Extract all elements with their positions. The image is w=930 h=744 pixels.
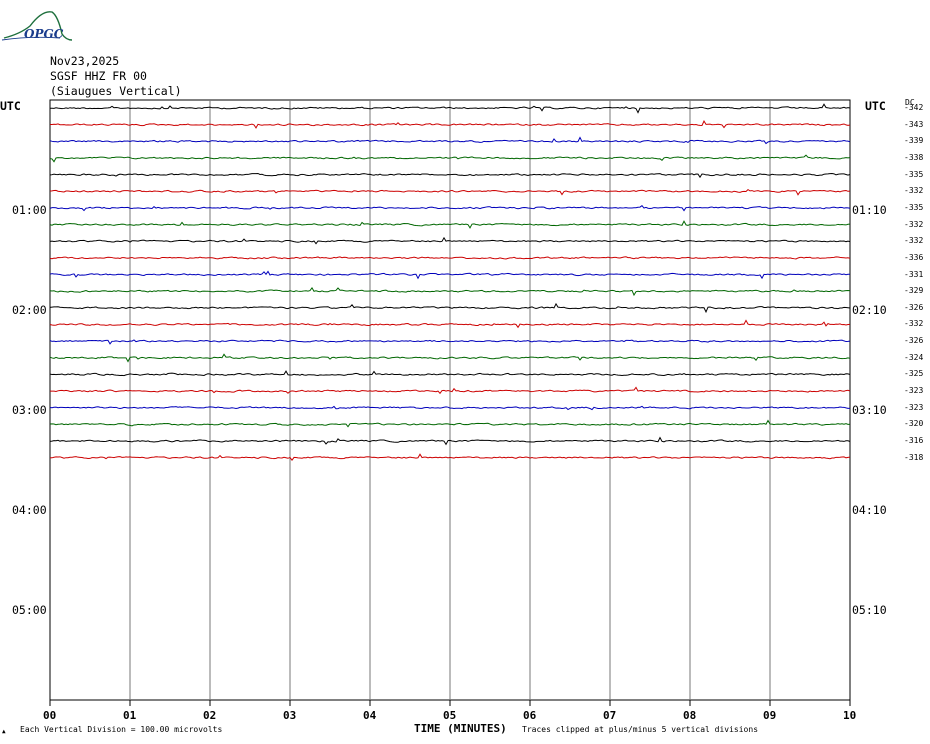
right-time-label: 02:10 xyxy=(852,303,887,317)
clip-note: Traces clipped at plus/minus 5 vertical … xyxy=(522,725,759,734)
footer-marker: ▲ xyxy=(2,728,6,735)
x-tick-label: 01 xyxy=(123,709,137,722)
left-time-label: 01:00 xyxy=(12,203,47,217)
x-axis-title: TIME (MINUTES) xyxy=(414,722,507,735)
dc-offset-value: -326 xyxy=(904,336,924,346)
right-time-label: 04:10 xyxy=(852,503,887,517)
dc-offset-value: -342 xyxy=(904,103,924,112)
x-tick-label: 00 xyxy=(43,709,57,722)
seismic-trace xyxy=(49,353,851,363)
logo-text: OPGC xyxy=(24,27,64,41)
seismic-trace xyxy=(49,119,851,129)
seismic-trace xyxy=(49,154,851,163)
x-tick-label: 07 xyxy=(603,709,617,722)
seismic-trace xyxy=(49,386,851,395)
seismic-trace xyxy=(49,436,851,446)
seismic-trace xyxy=(49,270,851,280)
x-tick-label: 04 xyxy=(363,709,377,722)
seismic-trace xyxy=(49,103,851,114)
x-tick-label: 08 xyxy=(683,709,697,722)
dc-offset-value: -332 xyxy=(904,319,924,329)
x-tick-label: 09 xyxy=(763,709,777,722)
seismic-trace xyxy=(49,220,851,229)
dc-offset-value: -318 xyxy=(904,452,924,462)
station-code: SGSF HHZ FR 00 xyxy=(50,69,147,83)
seismic-trace xyxy=(49,370,851,377)
dc-offset-value: -326 xyxy=(904,302,924,312)
seismic-trace xyxy=(49,236,851,245)
dc-label: DC xyxy=(905,98,915,107)
x-tick-label: 03 xyxy=(283,709,297,722)
dc-offset-value: -329 xyxy=(904,286,924,296)
dc-offset-value: -323 xyxy=(904,402,924,412)
recording-date: Nov23,2025 xyxy=(50,54,120,68)
seismic-trace xyxy=(49,189,851,196)
seismic-trace xyxy=(49,136,851,145)
dc-offset-value: -335 xyxy=(904,202,924,212)
station-site: (Siaugues Vertical) xyxy=(50,84,182,98)
seismic-trace xyxy=(49,302,851,314)
dc-offset-value: -339 xyxy=(904,136,924,146)
seismic-trace xyxy=(49,419,851,428)
seismic-trace xyxy=(49,205,851,212)
x-tick-label: 10 xyxy=(843,709,857,722)
dc-offset-value: -336 xyxy=(904,252,924,262)
dc-offset-value: -316 xyxy=(904,436,924,445)
dc-offset-value: -332 xyxy=(904,186,924,196)
left-time-label: 03:00 xyxy=(12,403,47,417)
x-tick-label: 05 xyxy=(443,709,457,722)
left-time-label: 04:00 xyxy=(12,503,47,517)
dc-offset-value: -320 xyxy=(904,419,924,429)
seismic-trace xyxy=(49,453,851,461)
left-time-label: 02:00 xyxy=(12,303,47,317)
division-note: Each Vertical Division = 100.00 microvol… xyxy=(20,725,223,734)
seismic-trace xyxy=(49,405,851,411)
dc-offset-value: -331 xyxy=(904,269,924,279)
dc-offset-value: -343 xyxy=(904,119,924,129)
utc-label-left: UTC xyxy=(0,99,21,113)
x-tick-label: 02 xyxy=(203,709,217,722)
utc-label-right: UTC xyxy=(865,99,886,113)
right-time-label: 03:10 xyxy=(852,403,887,417)
dc-offset-value: -324 xyxy=(904,352,924,362)
left-time-label: 05:00 xyxy=(12,603,47,617)
seismic-trace xyxy=(49,256,851,260)
seismic-trace xyxy=(49,172,851,179)
x-tick-label: 06 xyxy=(523,709,537,722)
dc-offset-value: -335 xyxy=(904,169,924,179)
dc-offset-value: -338 xyxy=(904,152,924,162)
opgc-logo: OPGC xyxy=(0,4,75,44)
seismic-trace xyxy=(49,286,851,297)
seismic-trace xyxy=(49,319,851,329)
dc-offset-value: -325 xyxy=(904,369,924,379)
right-time-label: 05:10 xyxy=(852,603,887,617)
right-time-label: 01:10 xyxy=(852,203,887,217)
dc-offset-value: -332 xyxy=(904,219,924,229)
logo-graphic xyxy=(1,11,73,41)
dc-offset-value: -332 xyxy=(904,236,924,246)
seismic-trace xyxy=(49,339,851,345)
dc-offset-value: -323 xyxy=(904,386,924,396)
